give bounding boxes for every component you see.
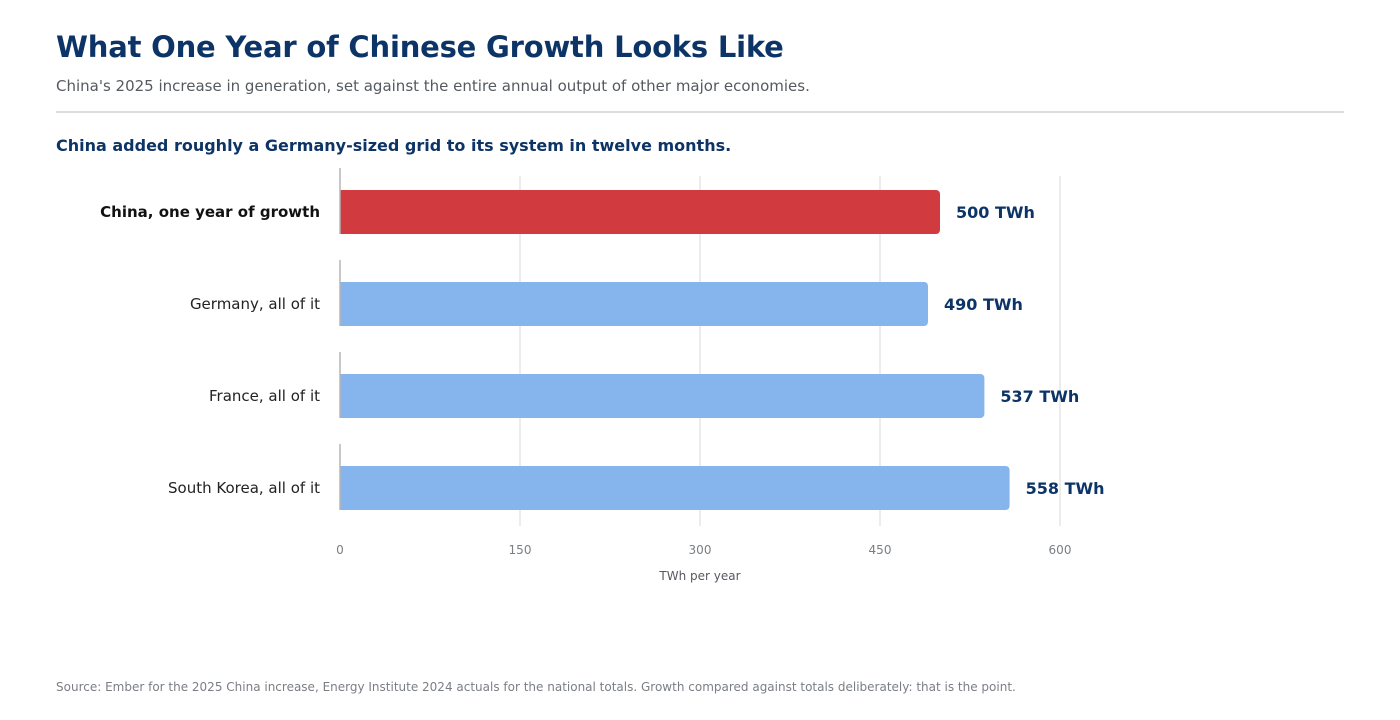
bar	[340, 374, 985, 418]
chart-subtitle: China's 2025 increase in generation, set…	[56, 77, 810, 95]
value-label: 500 TWh	[956, 203, 1035, 222]
x-tick-label: 300	[689, 543, 712, 557]
bar-left-edge	[340, 466, 346, 510]
bar	[340, 466, 1010, 510]
category-label: China, one year of growth	[100, 203, 320, 221]
x-tick-label: 0	[336, 543, 344, 557]
bar-left-edge	[340, 282, 346, 326]
bar	[340, 282, 928, 326]
x-tick-label: 150	[509, 543, 532, 557]
category-label: Germany, all of it	[190, 295, 320, 313]
value-label: 537 TWh	[1000, 387, 1079, 406]
category-label: South Korea, all of it	[168, 479, 320, 497]
bar	[340, 190, 940, 234]
header-divider	[56, 111, 1344, 113]
x-tick-label: 450	[869, 543, 892, 557]
bar-layer	[340, 190, 1010, 510]
chart-title: What One Year of Chinese Growth Looks Li…	[56, 30, 784, 64]
source-note: Source: Ember for the 2025 China increas…	[56, 680, 1016, 694]
x-tick-label: 600	[1049, 543, 1072, 557]
label-layer: China, one year of growth 500 TWh Germany,…	[100, 203, 1104, 498]
bar-left-edge	[340, 190, 346, 234]
value-label: 558 TWh	[1026, 479, 1105, 498]
bar-left-edge	[340, 374, 346, 418]
x-axis-title: TWh per year	[658, 569, 740, 583]
category-label: France, all of it	[209, 387, 320, 405]
chart-headline: China added roughly a Germany-sized grid…	[56, 136, 732, 155]
bar-chart: China, one year of growth 500 TWh Germany,…	[100, 168, 1105, 583]
value-label: 490 TWh	[944, 295, 1023, 314]
axis-layer: 0 150 300 450 600 TWh per year	[336, 168, 1071, 583]
